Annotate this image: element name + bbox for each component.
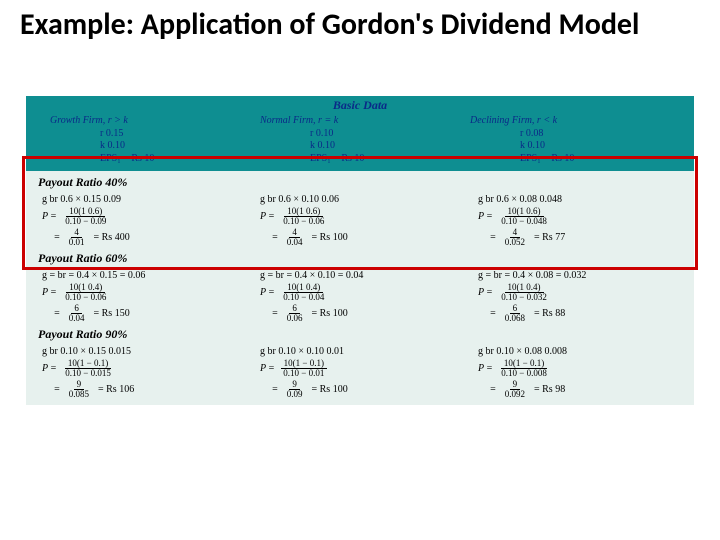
section-row: g br 0.10 × 0.15 0.015 P =10(1 − 0.1)0.10… [34, 344, 686, 401]
bd-col-declining: Declining Firm, r < k r 0.08 k 0.10 EPS₁… [470, 115, 670, 165]
eq-result: P=60.06= Rs 100 [260, 304, 460, 323]
calc-column: g br 0.6 × 0.15 0.09 P =10(1 0.6)0.10 − 0… [42, 192, 242, 249]
eq-g: g br 0.6 × 0.15 0.09 [42, 194, 242, 205]
bd-eps: EPS₁ = Rs 10 [470, 153, 670, 166]
bd-r: r 0.08 [470, 128, 670, 141]
eq-result: P=40.04= Rs 100 [260, 228, 460, 247]
eq-result: P=90.085= Rs 106 [42, 380, 242, 399]
calc-column: g br 0.6 × 0.10 0.06 P =10(1 0.6)0.10 − 0… [260, 192, 460, 249]
calc-panel: Payout Ratio 40% g br 0.6 × 0.15 0.09 P =1… [26, 171, 694, 405]
bd-eps: EPS₁ = Rs 10 [50, 153, 250, 166]
bd-eps: EPS₁ = Rs 10 [260, 153, 460, 166]
section-title: Payout Ratio 40% [38, 175, 686, 190]
eq-p: P =10(1 0.4)0.10 − 0.06 [42, 283, 242, 302]
bd-r: r 0.15 [50, 128, 250, 141]
calc-column: g = br = 0.4 × 0.10 = 0.04 P =10(1 0.4)0.… [260, 268, 460, 325]
slide-title: Example: Application of Gordon's Dividen… [0, 0, 720, 47]
calc-column: g br 0.10 × 0.08 0.008 P =10(1 − 0.1)0.10… [478, 344, 678, 401]
eq-p: P =10(1 0.6)0.10 − 0.09 [42, 207, 242, 226]
basic-data-header: Basic Data Growth Firm, r > k r 0.15 k 0… [26, 96, 694, 171]
calc-column: g br 0.6 × 0.08 0.048 P =10(1 0.6)0.10 − … [478, 192, 678, 249]
eq-p: P =10(1 0.4)0.10 − 0.04 [260, 283, 460, 302]
calc-column: g br 0.10 × 0.15 0.015 P =10(1 − 0.1)0.10… [42, 344, 242, 401]
bd-col-head: Normal Firm, r = k [260, 115, 460, 128]
bd-col-growth: Growth Firm, r > k r 0.15 k 0.10 EPS₁ = … [50, 115, 250, 165]
eq-p: P =10(1 − 0.1)0.10 − 0.015 [42, 359, 242, 378]
eq-p: P =10(1 0.6)0.10 − 0.06 [260, 207, 460, 226]
eq-p: P =10(1 − 0.1)0.10 − 0.01 [260, 359, 460, 378]
calc-column: g br 0.10 × 0.10 0.01 P =10(1 − 0.1)0.10 … [260, 344, 460, 401]
bd-col-head: Declining Firm, r < k [470, 115, 670, 128]
bd-k: k 0.10 [260, 140, 460, 153]
section-title: Payout Ratio 90% [38, 327, 686, 342]
bd-k: k 0.10 [470, 140, 670, 153]
eq-result: P=40.01= Rs 400 [42, 228, 242, 247]
eq-p: P =10(1 − 0.1)0.10 − 0.008 [478, 359, 678, 378]
bd-col-head: Growth Firm, r > k [50, 115, 250, 128]
eq-result: P=60.068= Rs 88 [478, 304, 678, 323]
eq-g: g br 0.10 × 0.08 0.008 [478, 346, 678, 357]
bd-k: k 0.10 [50, 140, 250, 153]
eq-g: g br 0.10 × 0.15 0.015 [42, 346, 242, 357]
bd-col-normal: Normal Firm, r = k r 0.10 k 0.10 EPS₁ = … [260, 115, 460, 165]
eq-p: P =10(1 0.6)0.10 − 0.048 [478, 207, 678, 226]
eq-result: P=40.052= Rs 77 [478, 228, 678, 247]
eq-result: P=60.04= Rs 150 [42, 304, 242, 323]
eq-g: g br 0.6 × 0.08 0.048 [478, 194, 678, 205]
eq-g: g = br = 0.4 × 0.10 = 0.04 [260, 270, 460, 281]
figure: Basic Data Growth Firm, r > k r 0.15 k 0… [26, 96, 694, 405]
eq-g: g = br = 0.4 × 0.15 = 0.06 [42, 270, 242, 281]
section-row: g br 0.6 × 0.15 0.09 P =10(1 0.6)0.10 − 0… [34, 192, 686, 249]
eq-result: P=90.092= Rs 98 [478, 380, 678, 399]
eq-result: P=90.09= Rs 100 [260, 380, 460, 399]
calc-column: g = br = 0.4 × 0.15 = 0.06 P =10(1 0.4)0.… [42, 268, 242, 325]
basic-data-row: Growth Firm, r > k r 0.15 k 0.10 EPS₁ = … [26, 115, 694, 165]
section-row: g = br = 0.4 × 0.15 = 0.06 P =10(1 0.4)0.… [34, 268, 686, 325]
eq-p: P =10(1 0.4)0.10 − 0.032 [478, 283, 678, 302]
bd-r: r 0.10 [260, 128, 460, 141]
eq-g: g = br = 0.4 × 0.08 = 0.032 [478, 270, 678, 281]
section-title: Payout Ratio 60% [38, 251, 686, 266]
eq-g: g br 0.10 × 0.10 0.01 [260, 346, 460, 357]
basic-data-title: Basic Data [26, 98, 694, 113]
calc-column: g = br = 0.4 × 0.08 = 0.032 P =10(1 0.4)0… [478, 268, 678, 325]
eq-g: g br 0.6 × 0.10 0.06 [260, 194, 460, 205]
